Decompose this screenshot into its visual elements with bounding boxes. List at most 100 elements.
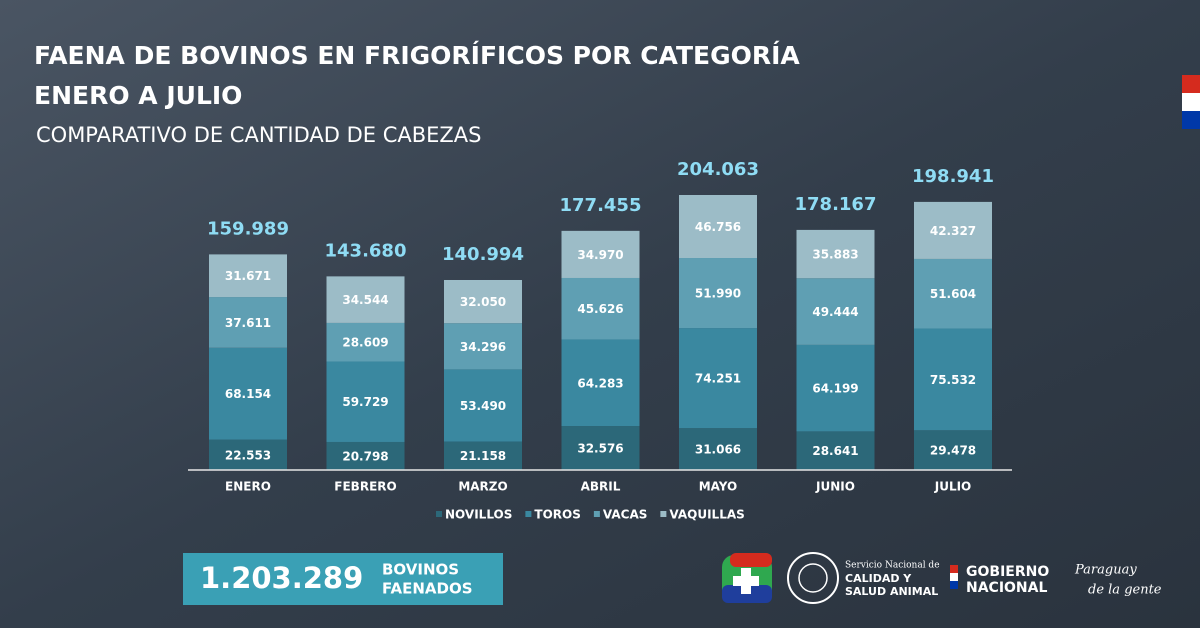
bar-segment [914, 328, 992, 431]
title: FAENA DE BOVINOS EN FRIGORÍFICOS POR CAT… [34, 41, 800, 70]
bar-segment [914, 201, 992, 259]
bar-segment [914, 258, 992, 329]
bar-segment [209, 297, 287, 348]
data-label: 64.283 [577, 376, 623, 390]
flag [1182, 75, 1200, 129]
legend-label: TOROS [534, 508, 580, 522]
data-label: 28.641 [812, 444, 858, 458]
data-label: 49.444 [812, 305, 858, 319]
bar-segment [679, 258, 757, 329]
data-label: 29.478 [930, 444, 976, 458]
total-label: 140.994 [442, 244, 524, 265]
bar-segment [796, 344, 875, 432]
bar-segment [679, 428, 757, 470]
data-label: 51.990 [695, 287, 741, 301]
bar-segment [561, 339, 640, 427]
bar-segment [796, 229, 875, 279]
x-tick-label: JUNIO [815, 480, 855, 494]
summary-label: FAENADOS [382, 580, 473, 598]
x-tick-label: ABRIL [581, 480, 621, 494]
data-label: 74.251 [695, 372, 741, 386]
legend-swatch [436, 511, 442, 517]
senacsa-text: SALUD ANIMAL [845, 585, 938, 598]
gobierno-text: NACIONAL [966, 580, 1047, 596]
data-label: 35.883 [812, 248, 858, 262]
data-label: 59.729 [342, 395, 388, 409]
legend-label: VACAS [603, 508, 648, 522]
x-tick-label: JULIO [934, 480, 972, 494]
data-label: 32.050 [460, 295, 506, 309]
data-label: 45.626 [577, 302, 623, 316]
bar-segment [679, 328, 757, 429]
data-label: 37.611 [225, 316, 271, 330]
x-tick-label: ENERO [225, 480, 271, 494]
bar-segment [561, 426, 640, 470]
data-label: 68.154 [225, 387, 271, 401]
bar-segment [679, 195, 757, 259]
total-label: 178.167 [795, 194, 877, 215]
bar-segment [326, 276, 405, 323]
logo-cross [733, 568, 759, 594]
x-tick-label: FEBRERO [334, 480, 396, 494]
summary-box [183, 553, 503, 605]
bar-segment [209, 439, 287, 470]
data-label: 34.296 [460, 340, 506, 354]
bar-segment [209, 254, 287, 298]
seal [798, 563, 828, 593]
x-tick-label: MAYO [699, 480, 738, 494]
logos: Servicio Nacional de CALIDAD Y SALUD ANI… [722, 552, 1162, 604]
bar-segment [444, 323, 522, 370]
data-label: 75.532 [930, 373, 976, 387]
bar-segment [796, 431, 875, 470]
summary-label: BOVINOS [382, 561, 459, 579]
senacsa-text: CALIDAD Y [845, 572, 912, 585]
bar-segment [561, 277, 640, 340]
bar-segment [561, 230, 640, 278]
data-label: 53.490 [460, 399, 506, 413]
legend-label: VAQUILLAS [669, 508, 744, 522]
legend-label: NOVILLOS [445, 508, 512, 522]
summary: 1.203.289 BOVINOS FAENADOS [183, 553, 503, 605]
bar-segment [326, 441, 405, 470]
bar-segment [444, 441, 522, 470]
data-label: 64.199 [812, 382, 858, 396]
slogan: Paraguay [1074, 563, 1137, 578]
summary-total: 1.203.289 [200, 561, 363, 595]
data-label: 22.553 [225, 448, 271, 462]
data-label: 42.327 [930, 224, 976, 238]
data-label: 32.576 [577, 442, 623, 456]
data-label: 20.798 [342, 449, 388, 463]
legend-swatch [525, 511, 532, 517]
data-label: 21.158 [460, 449, 506, 463]
data-label: 34.970 [577, 248, 623, 262]
bar-segment [444, 279, 522, 324]
seal [787, 552, 839, 604]
bar-segment [796, 278, 875, 345]
slogan: de la gente [1088, 583, 1162, 598]
x-tick-label: MARZO [458, 480, 507, 494]
chart: 22.553 68.154 37.611 31.671 159.989 ENERO 20.7… [207, 159, 994, 522]
total-label: 159.989 [207, 218, 289, 239]
senacsa-text: Servicio Nacional de [845, 561, 940, 571]
data-label: 46.756 [695, 220, 741, 234]
data-label: 28.609 [342, 336, 388, 350]
total-label: 143.680 [325, 240, 407, 261]
legend-swatch [593, 511, 600, 517]
gobierno-text: GOBIERNO [966, 564, 1049, 580]
data-label: 31.671 [225, 269, 271, 283]
total-label: 198.941 [912, 166, 994, 187]
data-label: 31.066 [695, 443, 741, 457]
title: ENERO A JULIO [34, 81, 242, 110]
logo-shape [730, 553, 772, 567]
bar-segment [444, 369, 522, 442]
total-label: 204.063 [677, 159, 759, 180]
total-label: 177.455 [560, 195, 642, 216]
bar-segment [326, 322, 405, 362]
legend-swatch [660, 511, 667, 517]
data-label: 34.544 [342, 293, 388, 307]
bar-segment [914, 430, 992, 470]
subtitle: COMPARATIVO DE CANTIDAD DE CABEZAS [36, 123, 481, 147]
bar-segment [209, 347, 287, 440]
data-label: 51.604 [930, 287, 976, 301]
